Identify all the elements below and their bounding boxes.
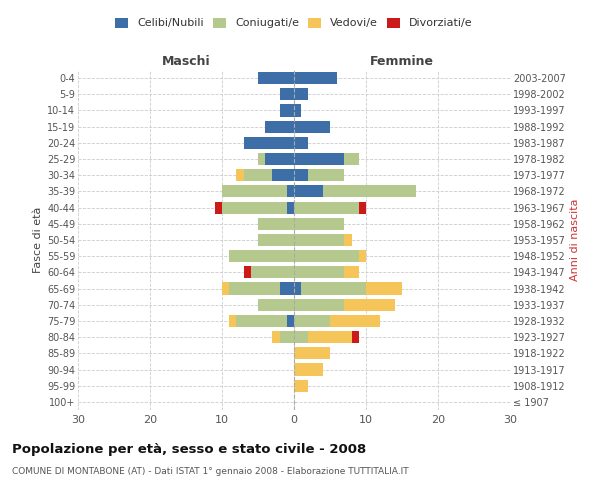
Bar (287, 186, 294, 198)
Bar (258, 298, 294, 311)
Bar (294, 250, 359, 262)
Bar (352, 331, 359, 343)
Bar (265, 120, 294, 132)
Bar (222, 282, 229, 294)
Bar (294, 137, 308, 149)
Bar (258, 218, 294, 230)
Bar (344, 298, 395, 311)
Bar (251, 266, 294, 278)
Bar (287, 202, 294, 213)
Bar (308, 169, 344, 181)
Text: Femmine: Femmine (370, 54, 434, 68)
Bar (294, 88, 308, 101)
Bar (280, 104, 294, 117)
Bar (323, 186, 416, 198)
Bar (344, 266, 359, 278)
Bar (244, 137, 294, 149)
Bar (344, 153, 359, 165)
Bar (294, 234, 344, 246)
Bar (236, 315, 287, 327)
Bar (294, 315, 330, 327)
Bar (294, 169, 308, 181)
Bar (229, 250, 294, 262)
Bar (280, 282, 294, 294)
Bar (258, 72, 294, 84)
Bar (222, 202, 287, 213)
Y-axis label: Anni di nascita: Anni di nascita (570, 198, 580, 281)
Bar (236, 169, 244, 181)
Bar (244, 266, 251, 278)
Bar (294, 186, 323, 198)
Bar (294, 72, 337, 84)
Bar (294, 153, 344, 165)
Bar (258, 234, 294, 246)
Bar (294, 331, 308, 343)
Bar (294, 282, 301, 294)
Bar (294, 348, 330, 360)
Bar (265, 153, 294, 165)
Y-axis label: Fasce di età: Fasce di età (32, 207, 43, 273)
Bar (287, 315, 294, 327)
Bar (272, 169, 294, 181)
Bar (229, 315, 236, 327)
Bar (258, 153, 265, 165)
Bar (330, 315, 380, 327)
Bar (294, 364, 323, 376)
Bar (294, 380, 308, 392)
Bar (244, 169, 272, 181)
Bar (344, 234, 352, 246)
Bar (222, 186, 287, 198)
Bar (280, 88, 294, 101)
Bar (294, 298, 344, 311)
Text: COMUNE DI MONTABONE (AT) - Dati ISTAT 1° gennaio 2008 - Elaborazione TUTTITALIA.: COMUNE DI MONTABONE (AT) - Dati ISTAT 1°… (12, 468, 409, 476)
Bar (215, 202, 222, 213)
Bar (229, 282, 280, 294)
Bar (359, 202, 366, 213)
Bar (294, 202, 359, 213)
Bar (359, 250, 366, 262)
Text: Popolazione per età, sesso e stato civile - 2008: Popolazione per età, sesso e stato civil… (12, 442, 366, 456)
Bar (294, 120, 330, 132)
Text: Maschi: Maschi (161, 54, 211, 68)
Bar (294, 266, 344, 278)
Bar (301, 282, 366, 294)
Bar (308, 331, 352, 343)
Bar (294, 218, 344, 230)
Legend: Celibi/Nubili, Coniugati/e, Vedovi/e, Divorziati/e: Celibi/Nubili, Coniugati/e, Vedovi/e, Di… (112, 14, 476, 32)
Bar (280, 331, 294, 343)
Bar (294, 104, 301, 117)
Bar (272, 331, 280, 343)
Bar (366, 282, 402, 294)
